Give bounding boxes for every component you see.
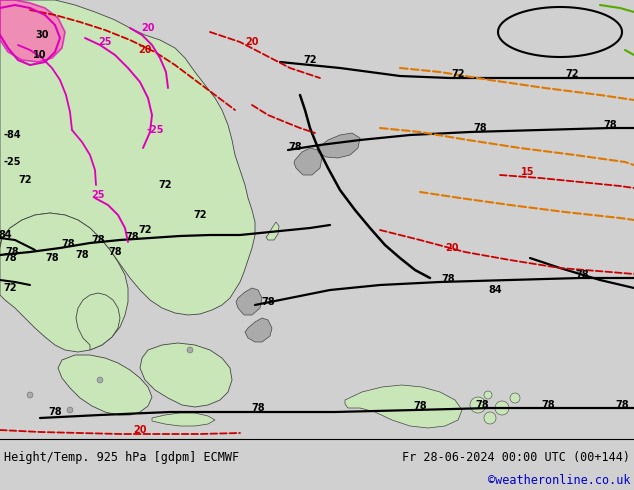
- Text: 78: 78: [3, 253, 17, 263]
- Circle shape: [484, 391, 492, 399]
- Text: 20: 20: [133, 425, 146, 435]
- Text: 72: 72: [303, 55, 317, 65]
- Text: 20: 20: [141, 23, 155, 33]
- Text: 20: 20: [138, 45, 152, 55]
- Text: Fr 28-06-2024 00:00 UTC (00+144): Fr 28-06-2024 00:00 UTC (00+144): [402, 451, 630, 464]
- Circle shape: [97, 377, 103, 383]
- Circle shape: [510, 393, 520, 403]
- Circle shape: [187, 347, 193, 353]
- Circle shape: [27, 392, 33, 398]
- Polygon shape: [318, 133, 360, 158]
- Text: 72: 72: [3, 283, 16, 293]
- Circle shape: [67, 407, 73, 413]
- Text: 30: 30: [36, 30, 49, 40]
- Text: 78: 78: [476, 400, 489, 410]
- Text: 78: 78: [441, 274, 455, 284]
- Text: 78: 78: [91, 235, 105, 245]
- Text: 84: 84: [0, 230, 12, 240]
- Circle shape: [470, 397, 486, 413]
- Polygon shape: [0, 0, 65, 62]
- Text: 20: 20: [445, 243, 459, 253]
- Text: 78: 78: [251, 403, 265, 413]
- Text: 78: 78: [5, 247, 19, 257]
- Polygon shape: [140, 343, 232, 407]
- Text: 72: 72: [158, 180, 172, 190]
- Polygon shape: [294, 148, 322, 175]
- Text: ©weatheronline.co.uk: ©weatheronline.co.uk: [488, 474, 630, 487]
- Text: 78: 78: [61, 239, 75, 249]
- Text: 78: 78: [108, 247, 122, 257]
- Text: 25: 25: [98, 37, 112, 47]
- Polygon shape: [58, 355, 152, 415]
- Text: 78: 78: [615, 400, 629, 410]
- Text: 78: 78: [125, 232, 139, 242]
- Text: 78: 78: [603, 120, 617, 130]
- Circle shape: [495, 401, 509, 415]
- Text: 72: 72: [18, 175, 32, 185]
- Text: -25: -25: [146, 125, 164, 135]
- Polygon shape: [245, 318, 272, 342]
- Polygon shape: [236, 288, 262, 315]
- Text: 72: 72: [193, 210, 207, 220]
- Text: 78: 78: [473, 123, 487, 133]
- Circle shape: [484, 412, 496, 424]
- Text: 78: 78: [541, 400, 555, 410]
- Text: 15: 15: [521, 167, 534, 177]
- Polygon shape: [0, 213, 128, 352]
- Text: 84: 84: [488, 285, 502, 295]
- Text: 72: 72: [138, 225, 152, 235]
- Text: 72: 72: [451, 69, 465, 79]
- Text: 78: 78: [261, 297, 275, 307]
- Polygon shape: [0, 0, 255, 315]
- Polygon shape: [76, 293, 120, 350]
- Text: 72: 72: [566, 69, 579, 79]
- Text: 20: 20: [245, 37, 259, 47]
- Text: 78: 78: [45, 253, 59, 263]
- Text: -25: -25: [3, 157, 21, 167]
- Text: 78: 78: [413, 401, 427, 411]
- Text: 78: 78: [288, 142, 302, 152]
- Text: 25: 25: [91, 190, 105, 200]
- Polygon shape: [345, 385, 462, 428]
- Text: -84: -84: [3, 130, 21, 140]
- Text: Height/Temp. 925 hPa [gdpm] ECMWF: Height/Temp. 925 hPa [gdpm] ECMWF: [4, 451, 239, 464]
- Text: 78: 78: [48, 407, 61, 417]
- Text: 78: 78: [575, 270, 589, 280]
- Text: 78: 78: [75, 250, 89, 260]
- Text: 10: 10: [33, 50, 47, 60]
- Polygon shape: [152, 413, 215, 426]
- Polygon shape: [266, 222, 279, 240]
